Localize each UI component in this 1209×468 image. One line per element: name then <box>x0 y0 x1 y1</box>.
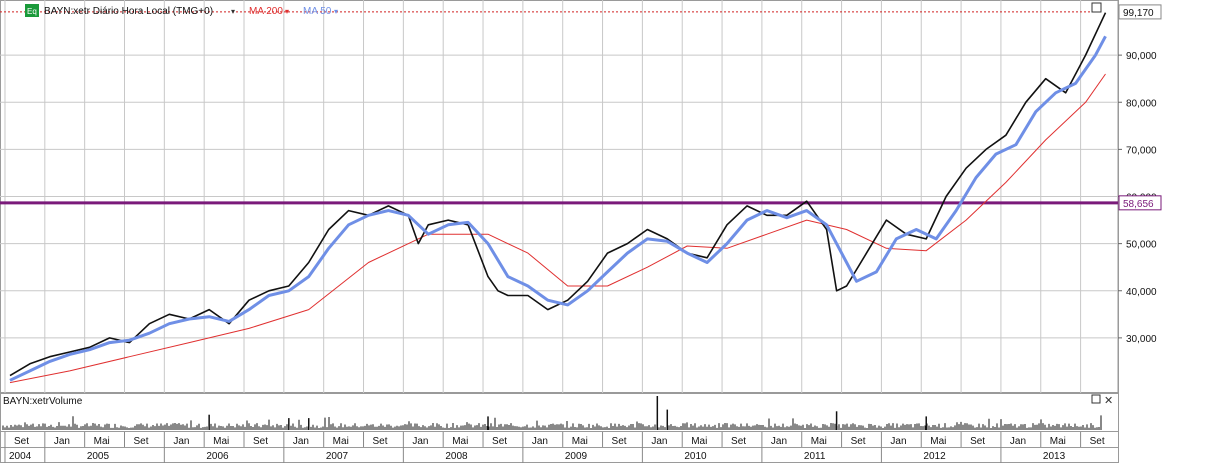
y-tick-label: 40,000 <box>1126 287 1157 298</box>
x-tick-label: Mai <box>213 436 229 447</box>
year-label: 2008 <box>445 451 468 462</box>
symbol-dropdown-icon[interactable]: ▾ <box>231 7 235 16</box>
year-label: 2007 <box>326 451 349 462</box>
x-tick-label: Mai <box>452 436 468 447</box>
year-label: 2006 <box>206 451 229 462</box>
symbol-title[interactable]: BAYN:xetr Diário Hora Local (TMG+0) <box>44 6 213 17</box>
volume-maximize-icon[interactable] <box>1091 394 1101 404</box>
year-label: 2012 <box>923 451 946 462</box>
x-tick-label: Jan <box>412 436 428 447</box>
panel-toggle-icon[interactable] <box>1091 2 1102 13</box>
volume-close-icon[interactable]: ✕ <box>1104 395 1113 407</box>
price-series-line <box>9 12 1107 377</box>
volume-bars <box>2 396 1102 430</box>
ma200-series-line <box>9 73 1106 384</box>
x-tick-label: Jan <box>771 436 787 447</box>
x-tick-label: Jan <box>293 436 309 447</box>
resistance-value-label: 58,656 <box>1123 199 1154 210</box>
x-tick-label: Set <box>373 436 388 447</box>
resistance-value-box <box>1118 195 1162 211</box>
grid <box>0 0 1118 393</box>
x-tick-label: Mai <box>333 436 349 447</box>
ma50-dropdown-icon[interactable]: ▾ <box>334 7 338 16</box>
x-tick-label: Set <box>731 436 746 447</box>
eq-icon[interactable] <box>25 4 39 17</box>
y-tick-label: 70,000 <box>1126 145 1157 156</box>
x-tick-label: Mai <box>930 436 946 447</box>
year-label: 2005 <box>87 451 110 462</box>
year-label: 2013 <box>1043 451 1066 462</box>
y-tick-label: 90,000 <box>1126 51 1157 62</box>
x-tick-label: Mai <box>691 436 707 447</box>
last-price-label: 99,170 <box>1123 8 1154 19</box>
x-tick-label: Jan <box>54 436 70 447</box>
x-tick-label: Mai <box>94 436 110 447</box>
year-label: 2004 <box>9 451 32 462</box>
last-price-box <box>1118 4 1162 20</box>
x-axis-ticks: Set Jan Mai Set Jan Mai Set Jan Mai Set Jan Mai Set J… <box>4 432 1105 463</box>
x-tick-label: Set <box>851 436 866 447</box>
legend-ma50[interactable]: MA 50 <box>303 6 332 17</box>
x-tick-label: Mai <box>572 436 588 447</box>
x-tick-label: Mai <box>811 436 827 447</box>
year-label: 2009 <box>565 451 588 462</box>
x-tick-label: Set <box>970 436 985 447</box>
y-tick-label: 80,000 <box>1126 98 1157 109</box>
year-label: 2011 <box>804 451 826 462</box>
series-layer <box>9 12 1107 384</box>
ma200-dropdown-icon[interactable]: ▾ <box>285 7 289 16</box>
volume-title: BAYN:xetrVolume <box>3 396 83 407</box>
year-label: 2010 <box>684 451 707 462</box>
x-tick-label: Jan <box>173 436 189 447</box>
x-tick-label: Set <box>133 436 148 447</box>
x-tick-label: Set <box>14 436 29 447</box>
ma50-series-line <box>9 35 1107 382</box>
x-tick-label: Jan <box>532 436 548 447</box>
eq-icon-label: Eq <box>27 7 37 16</box>
legend-ma200[interactable]: MA 200 <box>249 6 283 17</box>
x-tick-label: Jan <box>1010 436 1026 447</box>
x-tick-label: Jan <box>890 436 906 447</box>
x-tick-label: Mai <box>1050 436 1066 447</box>
x-tick-label: Set <box>1090 436 1105 447</box>
x-tick-label: Jan <box>651 436 667 447</box>
y-tick-label: 30,000 <box>1126 334 1157 345</box>
x-tick-label: Set <box>612 436 627 447</box>
x-tick-label: Set <box>253 436 268 447</box>
x-tick-label: Set <box>492 436 507 447</box>
y-tick-label: 50,000 <box>1126 240 1157 251</box>
